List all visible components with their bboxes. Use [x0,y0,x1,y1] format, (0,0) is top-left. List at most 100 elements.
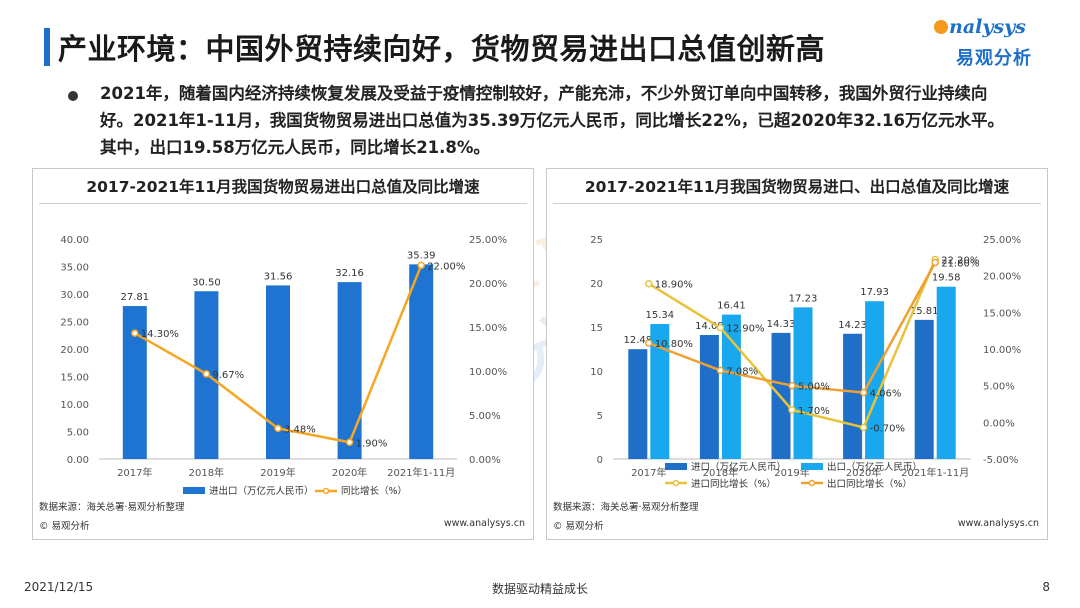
y-tick-label: 30.00 [60,290,89,301]
growth-value-label: 1.90% [356,438,388,449]
legend-swatch [322,487,330,495]
bullet-icon [68,91,78,101]
bar-value-label: 16.41 [717,301,746,312]
bar [914,319,934,459]
title-accent-bar [44,28,50,66]
title-divider [553,203,1041,204]
y2-tick-label: 15.00% [983,308,1021,319]
growth-value-label: 22.00% [427,261,465,272]
y2-tick-label: 20.00% [469,279,507,290]
y2-tick-label: 5.00% [469,411,501,422]
bar-value-label: 12.48 [623,335,652,346]
y-tick-label: 20 [590,279,603,290]
page-title: 产业环境：中国外贸持续向好，货物贸易进出口总值创新高 [58,32,826,66]
y-tick-label: 0.00 [67,455,89,466]
legend-label: 进口（万亿元人民币） [691,461,786,473]
website: www.analysys.cn [957,518,1039,529]
growth-point [716,366,725,375]
growth-point [645,279,653,288]
bar-value-label: 15.34 [645,310,674,321]
copyright: © 易观分析 [553,521,604,532]
bar-value-label: 35.39 [407,250,436,261]
y-tick-label: 25 [590,235,603,246]
bar-value-label: 17.23 [789,293,818,304]
x-tick-label: 2017年 [117,466,152,479]
bar-value-label: 32.16 [335,268,364,279]
bar [843,333,863,459]
y2-tick-label: 25.00% [469,235,507,246]
legend-swatch [801,463,823,470]
growth-value-label: 14.30% [141,329,179,340]
y-tick-label: 5 [597,411,603,422]
legend-swatch [665,463,687,470]
x-tick-label: 2017年 [631,466,666,479]
chart-import-export-svg: 0 5 10 15 20 25 -5.00% 0.00% 5.00% 10.00% 15.00% 20… [590,235,1021,490]
x-tick-label: 2021年1-11月 [901,466,969,479]
growth-value-label: 3.48% [284,424,316,435]
y2-tick-label: 0.00% [469,455,501,466]
growth-point [931,258,939,267]
bar-value-label: 15.81 [910,306,939,317]
growth-value-label: 21.80% [941,258,979,269]
x-tick-label: 2021年1-11月 [387,466,455,479]
legend-label: 进出口（万亿元人民币） [209,485,314,497]
y-tick-label: 25.00 [60,318,89,329]
x-tick-label: 2020年 [332,466,367,479]
y2-tick-label: 20.00% [983,272,1021,283]
legend-label: 进口同比增长（%） [691,478,776,490]
bar [699,335,719,459]
y-tick-label: 40.00 [60,235,89,246]
y-tick-label: 5.00 [67,428,89,439]
growth-value-label: 12.90% [726,324,764,335]
bar-value-label: 14.23 [838,320,867,331]
y-tick-label: 10 [590,367,603,378]
bar [409,264,434,459]
y2-tick-label: 25.00% [983,235,1021,246]
growth-point [859,423,868,432]
y-tick-label: 10.00 [60,400,89,411]
chart-title: 2017-2021年11月我国货物贸易进出口总值及同比增速 [86,178,480,196]
chart-panel-total: 2017-2021年11月我国货物贸易进出口总值及同比增速 0.00 5.00 10… [32,168,534,540]
growth-point [716,323,725,332]
legend-swatch [808,479,816,487]
bar [936,286,956,459]
website: www.analysys.cn [443,518,525,529]
logo-text-en: nalysys [949,16,1026,38]
bar-value-label: 14.09 [695,321,724,332]
growth-value-label: 1.70% [798,406,830,417]
x-tick-label: 2019年 [774,466,809,479]
bar-value-label: 31.56 [264,271,293,282]
growth-value-label: 10.80% [655,339,693,350]
y2-tick-label: 10.00% [983,345,1021,356]
legend-swatch [183,487,205,494]
y2-tick-label: 0.00% [983,418,1015,429]
bar-value-label: 14.33 [767,319,796,330]
bar [337,282,362,459]
y-tick-label: 15.00 [60,373,89,384]
analysys-logo: nalysys 易观分析 [934,16,1050,74]
growth-value-label: 22.20% [941,256,979,267]
chart-panel-import-export: 2017-2021年11月我国货物贸易进口、出口总值及同比增速 0 5 10 15 20… [546,168,1048,540]
growth-point [645,339,653,347]
bar-value-label: 27.81 [120,292,149,303]
x-tick-label: 2018年 [703,466,738,479]
growth-point [131,329,139,337]
intro-paragraph: 2021年，随着国内经济持续恢复发展及受益于疫情控制较好，产能充沛，不少外贸订单… [100,84,1005,157]
growth-point [202,370,211,378]
growth-point [859,388,868,397]
bar [865,301,885,459]
y-tick-label: 35.00 [60,263,89,274]
growth-point [274,424,282,433]
y2-tick-label: 15.00% [469,323,507,334]
bar-value-label: 19.58 [932,273,961,284]
growth-value-label: 18.90% [655,280,693,291]
growth-point [345,438,354,447]
bar-value-label: 30.50 [192,277,221,288]
x-tick-label: 2020年 [846,466,881,479]
legend-swatch [672,479,680,487]
growth-value-label: 7.08% [726,366,758,377]
growth-value-label: 5.00% [798,382,830,393]
title-divider [39,203,527,204]
growth-value-label: 4.06% [870,389,902,400]
logo-a-mark [934,20,948,34]
